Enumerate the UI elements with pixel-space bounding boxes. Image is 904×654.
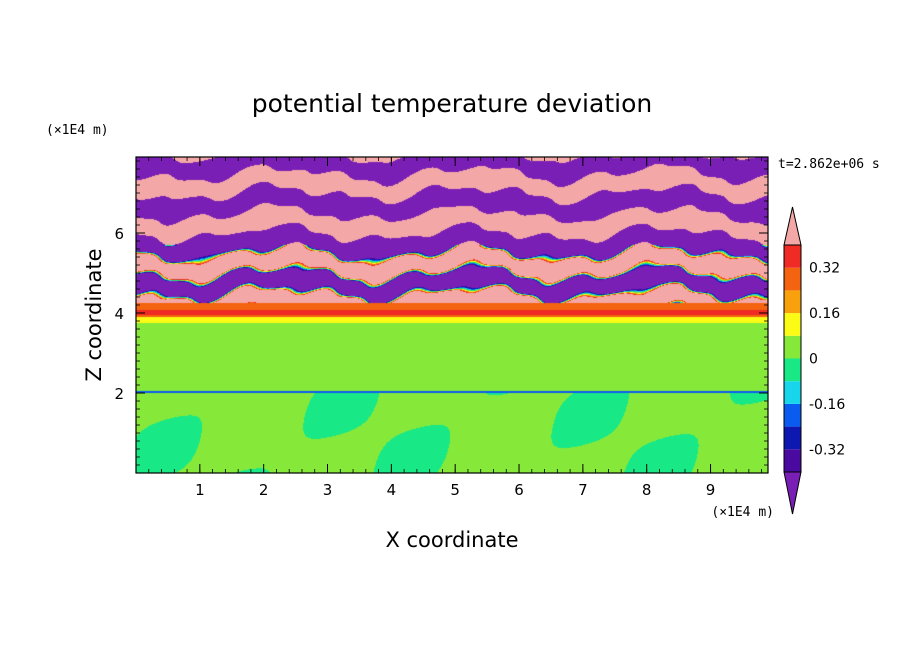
contour-image (136, 157, 768, 473)
y-tick-label: 6 (114, 225, 124, 243)
x-tick-label: 7 (578, 481, 588, 499)
y-axis-label: Z coordinate (82, 248, 106, 381)
colorbar-tick-label: 0.32 (809, 261, 840, 277)
x-axis-label: X coordinate (385, 528, 518, 552)
colorbar-swatch (784, 313, 801, 336)
x-tick-label: 5 (450, 481, 460, 499)
time-label: t=2.862e+06 s (778, 157, 880, 172)
colorbar: 0.32 0.16 0 -0.16 -0.32 (783, 206, 845, 515)
colorbar-swatch (784, 403, 801, 427)
colorbar-tick-label: 0.16 (809, 306, 840, 322)
colorbar-swatch (784, 426, 801, 450)
colorbar-extend-max (783, 206, 802, 246)
colorbar-frame (783, 244, 802, 473)
chart-title: potential temperature deviation (252, 89, 652, 118)
colorbar-tick-label: -0.16 (809, 397, 845, 413)
y-tick-label: 4 (114, 305, 124, 323)
x-tick-label: 6 (514, 481, 524, 499)
colorbar-extend-min (783, 471, 802, 515)
x-tick-label: 9 (706, 481, 716, 499)
x-tick-label: 2 (259, 481, 269, 499)
x-tick-label: 4 (387, 481, 397, 499)
colorbar-swatch (784, 290, 801, 314)
colorbar-tick-label: 0 (809, 352, 818, 368)
x-axis-unit: (×1E4 m) (711, 505, 774, 520)
y-axis-ticks: 2 4 6 (114, 160, 768, 466)
colorbar-swatch (784, 449, 801, 472)
x-tick-label: 3 (323, 481, 333, 499)
y-axis-unit: (×1E4 m) (46, 123, 109, 138)
colorbar-swatch (784, 245, 801, 268)
y-tick-label: 2 (114, 385, 124, 403)
colorbar-swatch (784, 335, 801, 359)
x-axis-ticks: 1 2 3 4 5 6 7 8 9 (148, 157, 763, 499)
colorbar-tick-label: -0.32 (809, 442, 845, 458)
contour-field (136, 157, 768, 473)
x-tick-label: 1 (195, 481, 205, 499)
colorbar-swatch (784, 267, 801, 291)
colorbar-swatch (784, 381, 801, 404)
colorbar-swatch (784, 358, 801, 382)
plot-frame (135, 156, 769, 474)
x-tick-label: 8 (642, 481, 652, 499)
